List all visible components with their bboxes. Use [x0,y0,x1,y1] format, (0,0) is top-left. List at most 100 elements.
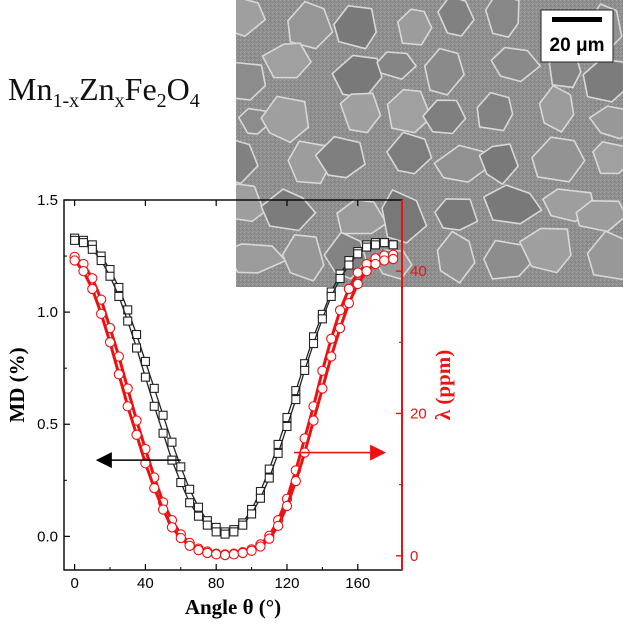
grain [478,143,519,185]
data-point-square [238,520,248,530]
grain [484,0,520,38]
y-tick-label: 0.0 [37,528,58,545]
data-point-square [317,314,327,324]
data-point-square [167,437,177,447]
grain [381,189,428,244]
grain [582,58,623,103]
data-point-square [291,395,301,405]
grain [423,47,465,96]
grain [261,42,312,79]
data-point-square [185,498,195,508]
data-point-circle [96,308,107,319]
data-point-circle [370,258,381,270]
data-point-square [282,421,292,432]
data-point-circle [104,337,116,348]
data-point-square [87,244,97,254]
data-point-circle [388,253,399,265]
data-point-square [229,527,239,537]
grain [236,139,259,185]
data-point-circle [78,266,89,277]
formula-o-sub: 4 [190,90,200,112]
data-point-circle [157,504,169,515]
data-point-circle [379,255,390,266]
data-point-circle [228,549,240,560]
data-point-circle [334,305,346,316]
x-axis-title: Angle θ (°) [185,595,281,619]
formula-fe: Fe [125,71,157,107]
data-point-circle [237,547,248,559]
data-point-circle [87,283,98,295]
data-point-circle [343,298,355,309]
data-point-square [96,255,106,266]
y2-tick-label: 0 [410,548,418,565]
grain [588,105,623,140]
grain [592,141,623,175]
data-point-circle [281,500,293,512]
x-tick-label: 120 [274,575,299,592]
data-point-square [158,410,168,420]
chart: 0 40 80 120 160 0.0 0.5 1.0 1.5 0 20 40 Angle θ (°)… [5,192,455,619]
data-point-square [326,291,336,301]
data-point-square [185,484,195,494]
y-axis-title: MD (%) [5,347,29,422]
y-tick-label: 1.0 [37,304,58,321]
data-point-circle [334,322,346,334]
data-point-circle [131,429,142,440]
data-point-square [300,365,310,375]
data-point-square [362,242,372,252]
data-point-square [149,383,159,393]
data-point-square [282,412,292,423]
grain [538,84,575,133]
y2-axis-title: λ (ppm) [431,350,455,420]
data-point-circle [255,541,266,552]
grain [436,230,476,284]
grain [236,0,267,38]
data-point-square [158,428,168,438]
data-point-circle [246,545,257,556]
data-point-circle [343,283,355,295]
grain [287,0,334,50]
formula-fe-sub: 2 [157,90,167,112]
data-point-square [140,372,150,382]
data-point-square [114,291,124,301]
data-point-circle [184,540,195,551]
grain [333,5,378,50]
data-point-square [291,386,301,396]
data-point-square [255,493,265,503]
annotation-arrow-head-0 [95,452,112,469]
data-point-square [193,511,204,521]
grain [339,92,382,134]
grain [518,227,572,274]
grain [236,183,266,223]
x-tick-label: 80 [208,575,225,592]
data-point-square [70,235,80,245]
data-point-square [247,509,257,519]
y2-tick-label: 40 [410,263,427,280]
grain [236,243,287,274]
data-point-circle [317,383,328,394]
data-point-circle [211,549,222,560]
x-tick-label: 0 [70,575,78,592]
y-tick-label: 1.5 [37,192,58,209]
grain [396,8,433,46]
data-point-square [370,240,381,250]
data-point-circle [193,544,204,556]
data-point-square [273,439,283,449]
data-point-square [202,520,212,530]
data-point-square [123,316,133,326]
grain [386,131,433,175]
data-point-square [264,473,274,483]
grain [376,51,417,80]
x-tick-label: 40 [137,575,154,592]
data-point-circle [361,266,372,277]
grain [490,46,542,83]
data-point-circle [326,351,337,362]
grain [482,184,543,225]
grain [531,136,586,183]
data-point-circle [175,532,186,544]
annotation-arrow-head-1 [370,444,387,461]
formula-mn-sub: 1-x [52,90,79,112]
data-point-square [264,464,274,474]
data-point-circle [272,520,284,532]
data-point-square [344,260,354,270]
